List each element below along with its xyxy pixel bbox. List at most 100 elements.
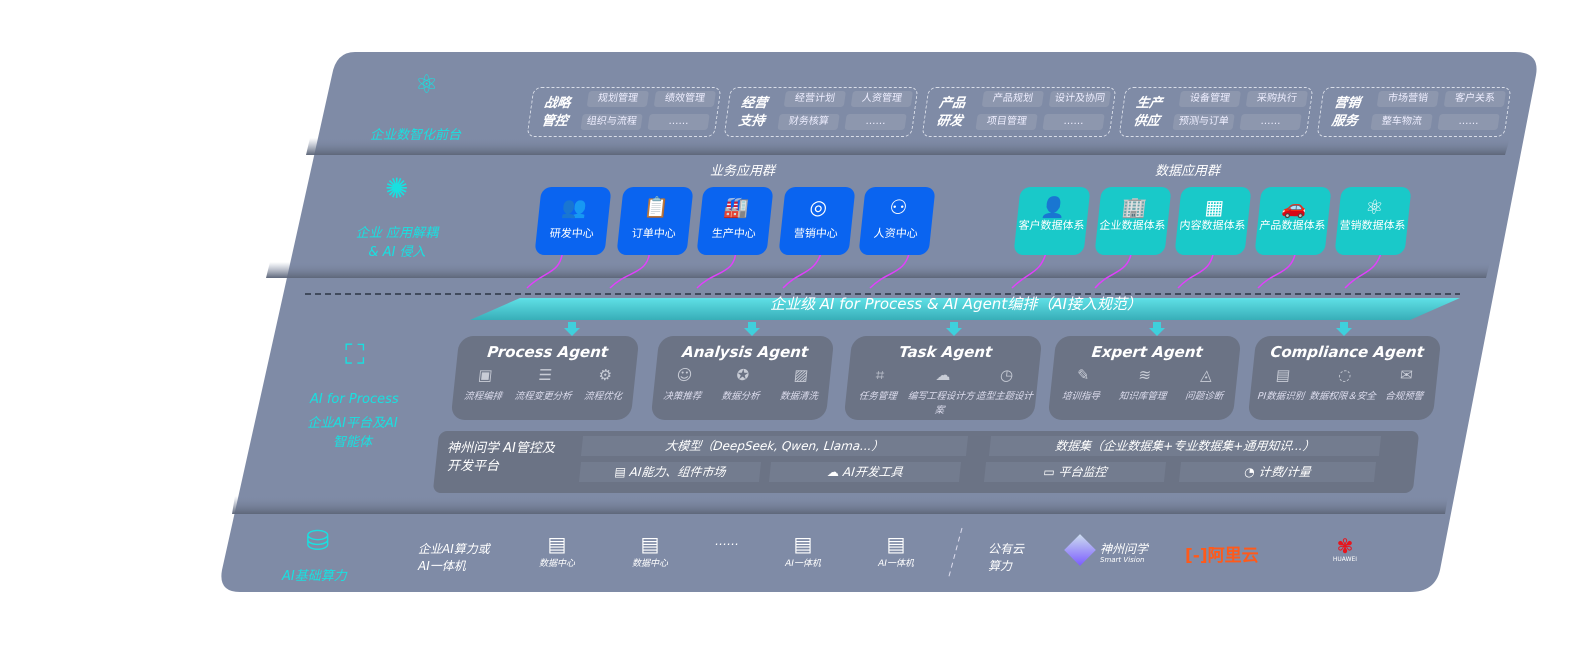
business-app[interactable]: 📋 订单中心 bbox=[616, 187, 694, 255]
app-icon: 🏢 bbox=[1120, 195, 1149, 219]
agent-card[interactable]: Compliance Agent ▤ PI数据识别 ◌ 数据权限＆安全 ✉ 合规预警 bbox=[1247, 336, 1443, 420]
agent-card[interactable]: Analysis Agent ☺ 决策推荐 ✪ 数据分析 ▨ 数据清洗 bbox=[650, 336, 837, 420]
capability-label: 编写工程设计方案 bbox=[907, 391, 975, 416]
orchestration-banner: 企业级 AI for Process & AI Agent编排（AI接入规范） bbox=[770, 295, 1142, 313]
app-icon: ◎ bbox=[808, 195, 829, 219]
data-apps-title: 数据应用群 bbox=[1155, 164, 1221, 179]
capability-chip[interactable]: 市场营销 bbox=[1376, 91, 1439, 107]
capability-label: 流程变更分析 bbox=[513, 391, 573, 402]
database-icon: ⛁ bbox=[306, 524, 330, 557]
app-icon: 🚗 bbox=[1280, 195, 1309, 219]
component-market[interactable]: ▤ AI能力、组件市场 bbox=[578, 462, 762, 482]
billing-metering[interactable]: ◔ 计费/计量 bbox=[1178, 462, 1377, 482]
agent-capability[interactable]: ☁ 编写工程设计方案 bbox=[904, 366, 979, 416]
capability-chip[interactable]: 设备管理 bbox=[1178, 91, 1241, 107]
capability-label: 造型主题设计 bbox=[975, 391, 1034, 402]
capability-chip[interactable]: 规划管理 bbox=[586, 91, 649, 107]
data-app[interactable]: ▦ 内容数据体系 bbox=[1174, 187, 1252, 255]
data-app[interactable]: 🚗 产品数据体系 bbox=[1254, 187, 1332, 255]
capability-chip[interactable]: …… bbox=[1042, 114, 1105, 130]
agent-capability[interactable]: ◬ 问题诊断 bbox=[1169, 366, 1243, 402]
app-label: 企业数据体系 bbox=[1098, 219, 1167, 232]
capability-chip[interactable]: 人资管理 bbox=[850, 91, 913, 107]
app-label: 研发中心 bbox=[549, 227, 595, 240]
capability-chip[interactable]: …… bbox=[844, 114, 907, 130]
app-label: 产品数据体系 bbox=[1258, 219, 1327, 232]
group-3: 产品研发 产品规划 设计及协同 项目管理…… bbox=[921, 87, 1117, 137]
capability-chip[interactable]: 设计及协同 bbox=[1048, 91, 1111, 107]
group-title: 营销服务 bbox=[1330, 96, 1362, 129]
llm-bar: 大模型（DeepSeek, Qwen, Llama...） bbox=[580, 436, 969, 456]
capability-chip[interactable]: 经营计划 bbox=[783, 91, 846, 107]
group-2: 经营支持 经营计划 人资管理 财务核算…… bbox=[723, 87, 919, 137]
agent-card[interactable]: Process Agent ▣ 流程编排 ☰ 流程变更分析 ⚙ 流程优化 bbox=[450, 336, 641, 420]
app-icon: ⚛ bbox=[1364, 195, 1385, 219]
business-app[interactable]: 🏭 生产中心 bbox=[696, 187, 774, 255]
capability-chip[interactable]: 绩效管理 bbox=[653, 91, 716, 107]
smart-vision-name: 神州问学 bbox=[1100, 542, 1149, 556]
face-scan-icon: ⛶ bbox=[345, 338, 365, 371]
business-app[interactable]: 👥 研发中心 bbox=[534, 187, 612, 255]
capability-chip[interactable]: 项目管理 bbox=[975, 114, 1038, 130]
capability-chip[interactable]: …… bbox=[647, 114, 710, 130]
capability-chip[interactable]: 客户关系 bbox=[1443, 91, 1506, 107]
agent-title: Compliance Agent bbox=[1269, 343, 1425, 361]
capability-chip[interactable]: 采购执行 bbox=[1245, 91, 1308, 107]
ai-platform-title: 神州问学 AI管控及开发平台 bbox=[447, 441, 555, 474]
capability-label: 决策推荐 bbox=[662, 391, 702, 402]
agent-title: Analysis Agent bbox=[681, 343, 810, 361]
group-1: 战略管控 规划管理 绩效管理 组织与流程…… bbox=[526, 87, 722, 137]
platform-monitor[interactable]: ▭ 平台监控 bbox=[983, 462, 1167, 482]
ai-layer-label-1: AI for Process bbox=[310, 392, 399, 407]
compute-node: ▤ AI一体机 bbox=[866, 532, 926, 569]
front-layer-label: 企业数智化前台 bbox=[370, 128, 462, 143]
compute-label: 数据中心 bbox=[631, 559, 668, 569]
data-app[interactable]: 🏢 企业数据体系 bbox=[1094, 187, 1172, 255]
capability-label: 合规预警 bbox=[1384, 391, 1424, 402]
business-apps-title: 业务应用群 bbox=[710, 164, 776, 179]
capability-chip[interactable]: …… bbox=[1239, 114, 1302, 130]
capability-chip[interactable]: 预测与订单 bbox=[1172, 114, 1235, 130]
capability-icon: ☁ bbox=[934, 366, 952, 384]
monitor-icon: ▭ bbox=[1042, 465, 1060, 479]
group-title: 经营支持 bbox=[737, 96, 769, 129]
capability-label: PI数据识别 bbox=[1257, 391, 1305, 402]
capability-label: 知识库管理 bbox=[1118, 391, 1167, 402]
capability-icon: ◷ bbox=[999, 366, 1015, 384]
capability-label: 数据清洗 bbox=[779, 391, 819, 402]
app-label: 客户数据体系 bbox=[1017, 219, 1086, 232]
data-app[interactable]: 👤 客户数据体系 bbox=[1013, 187, 1091, 255]
agent-title: Expert Agent bbox=[1090, 343, 1204, 361]
agent-card[interactable]: Expert Agent ✎ 培训指导 ≋ 知识库管理 ◬ 问题诊断 bbox=[1047, 336, 1243, 420]
capability-chip[interactable]: 组织与流程 bbox=[580, 114, 643, 130]
data-app[interactable]: ⚛ 营销数据体系 bbox=[1334, 187, 1412, 255]
server-icon: ▤ bbox=[886, 532, 906, 556]
agent-capability[interactable]: ▨ 数据清洗 bbox=[763, 366, 837, 402]
compute-label: AI一体机 bbox=[878, 559, 914, 569]
molecule-icon: ✺ bbox=[385, 172, 409, 205]
agent-capability[interactable]: ⌗ 任务管理 bbox=[842, 366, 916, 402]
group-4: 生产供应 设备管理 采购执行 预测与订单…… bbox=[1118, 87, 1314, 137]
apps-layer-label: 企业 应用解耦 & AI 侵入 bbox=[355, 226, 439, 260]
dataset-bar: 数据集（企业数据集+专业数据集+通用知识...） bbox=[988, 436, 1382, 456]
capability-label: 流程编排 bbox=[463, 391, 503, 402]
ai-dev-tools[interactable]: ☁ AI开发工具 bbox=[768, 462, 962, 482]
compute-node: ▤ AI一体机 bbox=[773, 532, 833, 569]
capability-label: 任务管理 bbox=[858, 391, 898, 402]
capability-chip[interactable]: …… bbox=[1437, 114, 1500, 130]
capability-chip[interactable]: 财务核算 bbox=[777, 114, 840, 130]
agent-card[interactable]: Task Agent ⌗ 任务管理 ☁ 编写工程设计方案 ◷ 造型主题设计 bbox=[842, 336, 1043, 420]
app-icon: 📋 bbox=[642, 195, 671, 219]
capability-chip[interactable]: 整车物流 bbox=[1370, 114, 1433, 130]
dev-tool-icon: ☁ bbox=[826, 465, 844, 479]
agent-capability[interactable]: ⚙ 流程优化 bbox=[567, 366, 641, 402]
group-title: 生产供应 bbox=[1132, 96, 1164, 129]
business-app[interactable]: ⚇ 人资中心 bbox=[858, 187, 936, 255]
capability-chip[interactable]: 产品规划 bbox=[981, 91, 1044, 107]
business-app[interactable]: ◎ 营销中心 bbox=[778, 187, 856, 255]
capability-label: 问题诊断 bbox=[1184, 391, 1224, 402]
agent-capability[interactable]: ✉ 合规预警 bbox=[1369, 366, 1443, 402]
app-label: 内容数据体系 bbox=[1178, 219, 1247, 232]
server-icon: ▤ bbox=[547, 532, 567, 556]
agent-capability[interactable]: ◷ 造型主题设计 bbox=[969, 366, 1043, 402]
